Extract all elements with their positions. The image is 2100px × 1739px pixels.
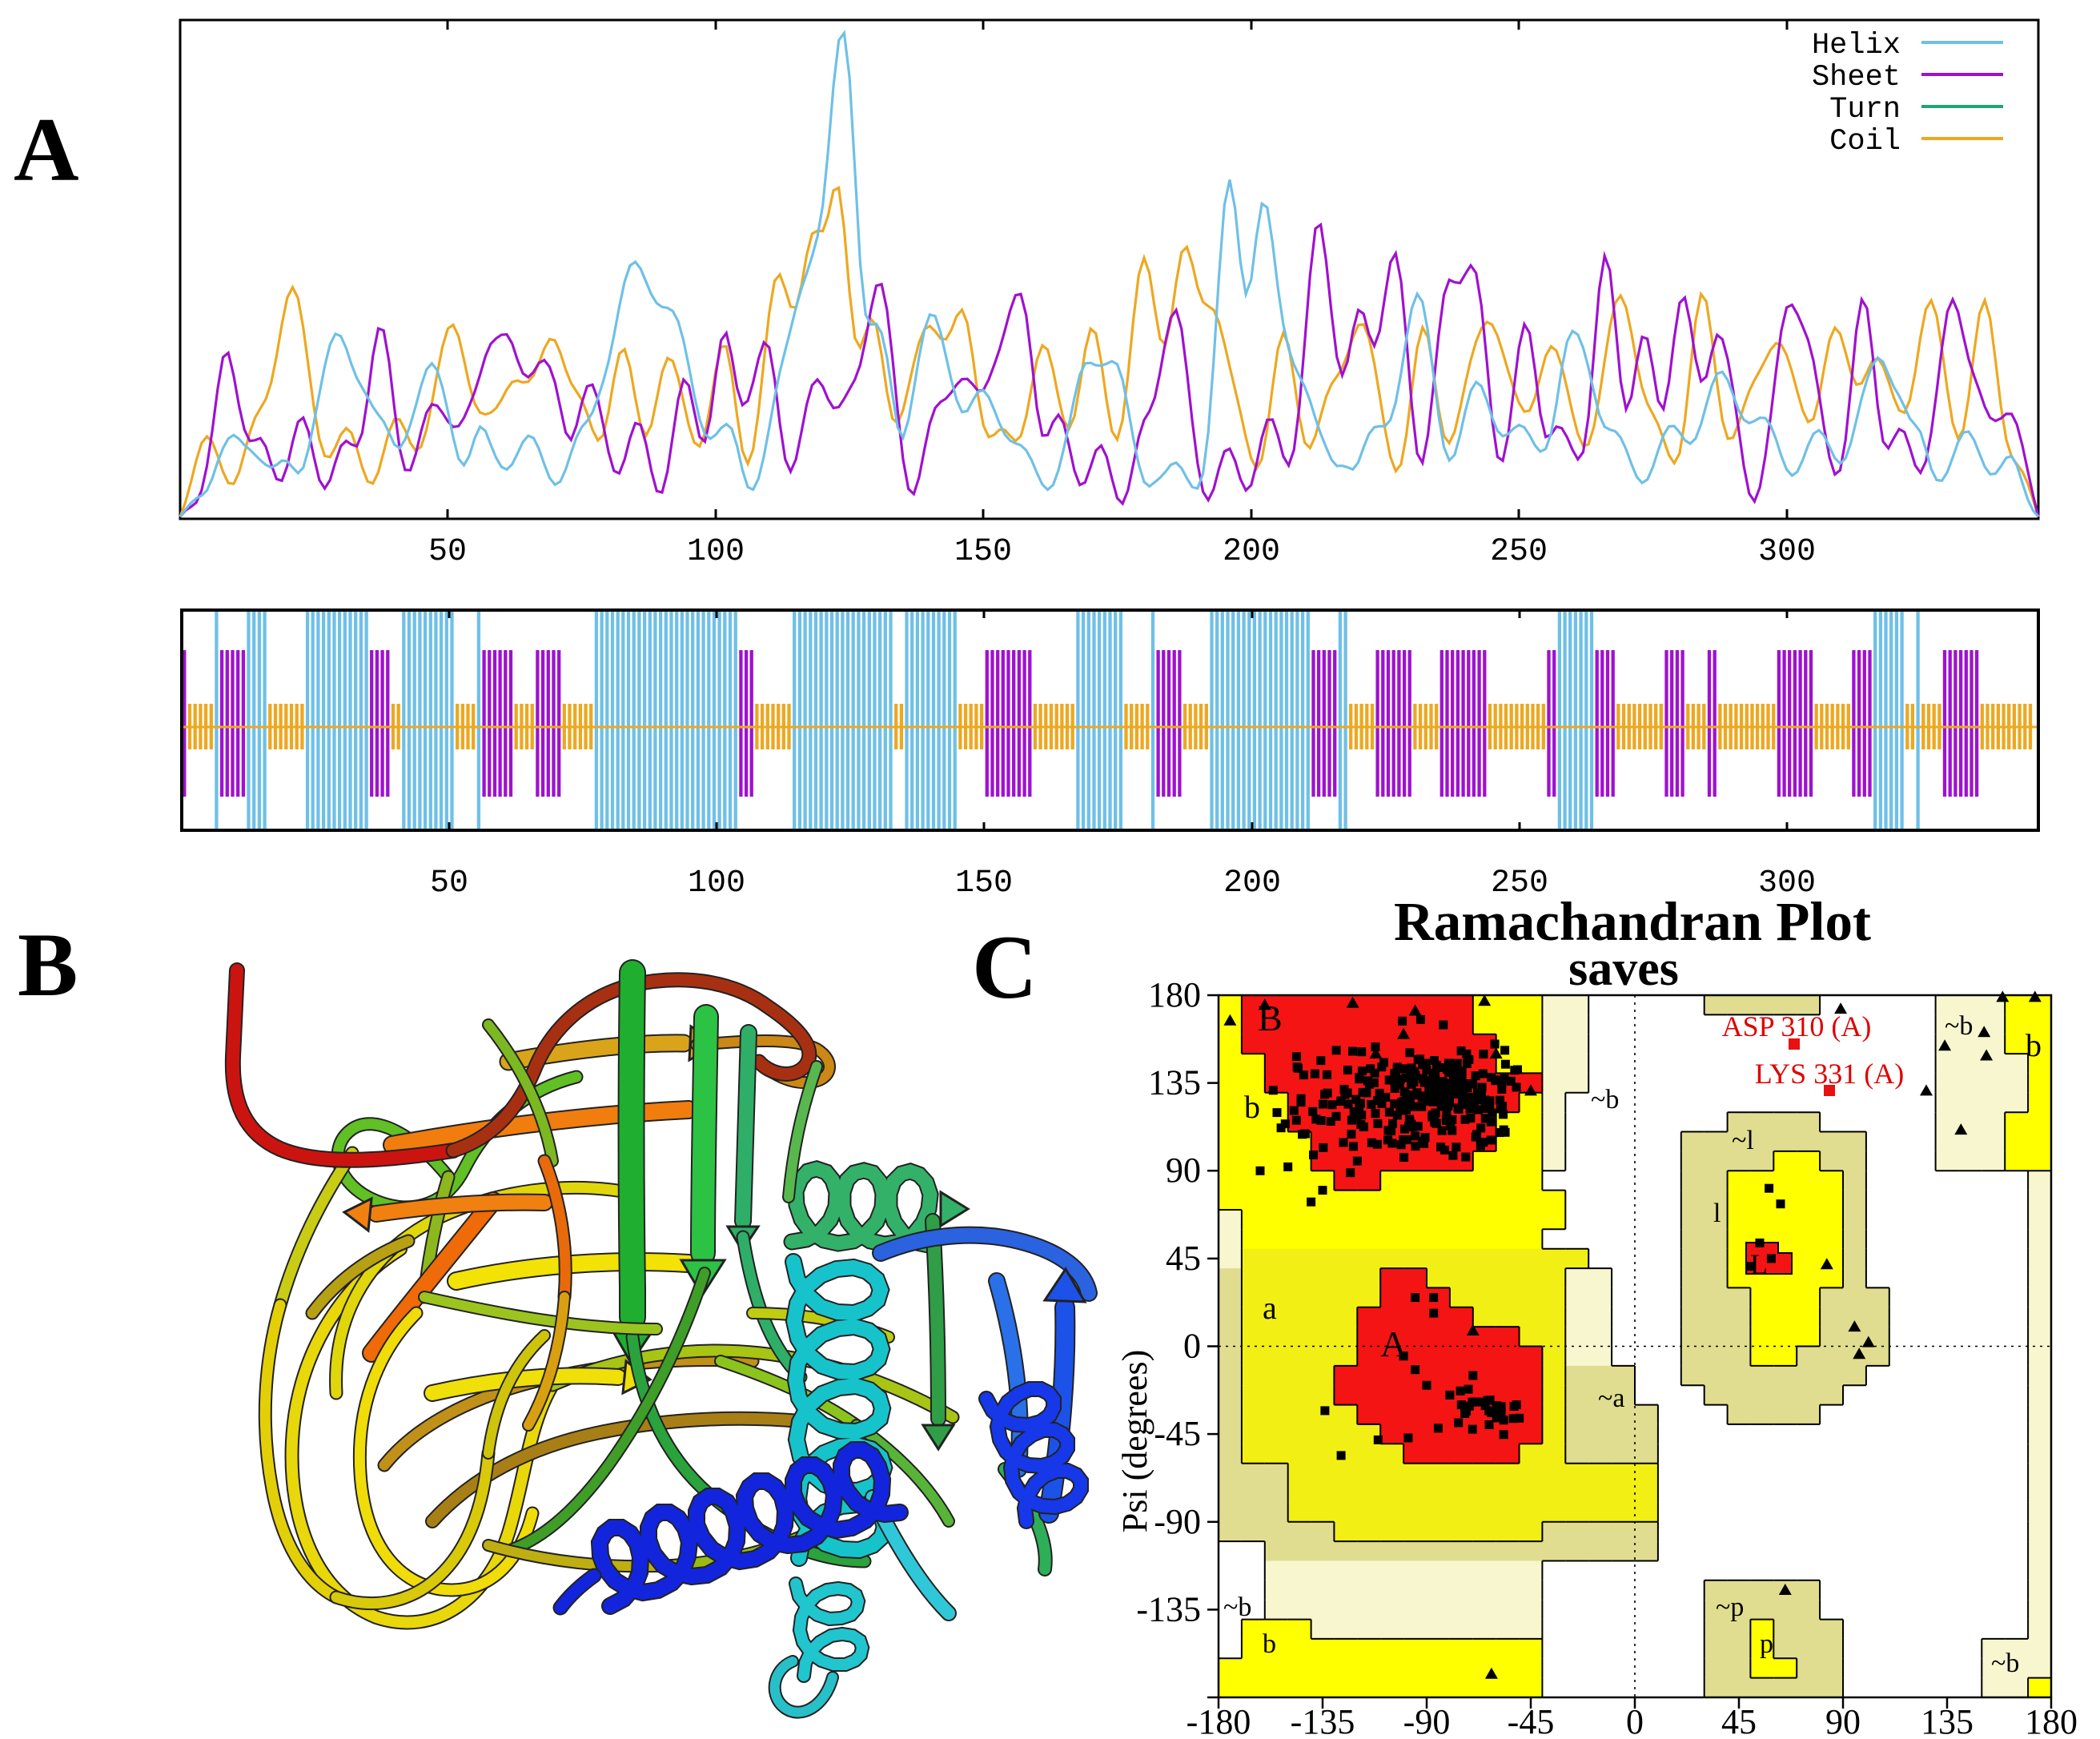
svg-text:50: 50 <box>428 534 467 570</box>
svg-text:b: b <box>1263 1629 1276 1659</box>
svg-text:150: 150 <box>954 534 1012 570</box>
svg-text:50: 50 <box>430 865 468 902</box>
svg-text:Coil: Coil <box>1829 125 1901 159</box>
svg-text:-135: -135 <box>1136 1589 1201 1629</box>
svg-text:-90: -90 <box>1403 1702 1451 1739</box>
svg-text:l: l <box>1713 1199 1721 1228</box>
svg-text:300: 300 <box>1758 865 1816 902</box>
svg-text:Sheet: Sheet <box>1812 61 1901 94</box>
svg-text:250: 250 <box>1491 865 1548 902</box>
svg-text:b: b <box>2026 1027 2042 1063</box>
svg-text:Turn: Turn <box>1829 93 1901 127</box>
svg-text:150: 150 <box>955 865 1013 902</box>
svg-text:B: B <box>18 915 78 1015</box>
svg-text:-90: -90 <box>1154 1502 1201 1541</box>
svg-text:45: 45 <box>1721 1702 1757 1739</box>
svg-text:a: a <box>1263 1290 1277 1326</box>
svg-text:-45: -45 <box>1154 1414 1201 1453</box>
svg-text:LYS 331 (A): LYS 331 (A) <box>1755 1058 1904 1090</box>
svg-text:180: 180 <box>2025 1702 2078 1739</box>
svg-text:135: 135 <box>1921 1702 1974 1739</box>
svg-text:Psi (degrees): Psi (degrees) <box>1115 1350 1154 1533</box>
svg-text:200: 200 <box>1223 534 1280 570</box>
svg-text:200: 200 <box>1223 865 1281 902</box>
svg-text:100: 100 <box>687 534 745 570</box>
svg-text:p: p <box>1760 1629 1773 1659</box>
svg-text:L: L <box>1750 1248 1768 1280</box>
svg-text:~l: ~l <box>1732 1126 1754 1155</box>
svg-text:C: C <box>972 918 1038 1018</box>
svg-text:ASP 310 (A): ASP 310 (A) <box>1722 1010 1872 1042</box>
svg-text:300: 300 <box>1758 534 1816 570</box>
svg-text:~a: ~a <box>1598 1384 1625 1413</box>
svg-text:~b: ~b <box>1991 1649 2019 1678</box>
svg-text:~p: ~p <box>1716 1592 1744 1622</box>
svg-text:~b: ~b <box>1223 1592 1251 1622</box>
svg-text:~b: ~b <box>1591 1085 1619 1114</box>
svg-text:45: 45 <box>1166 1239 1201 1278</box>
svg-text:-45: -45 <box>1508 1702 1555 1739</box>
svg-text:Ramachandran Plot: Ramachandran Plot <box>1394 891 1871 952</box>
svg-text:90: 90 <box>1825 1702 1861 1739</box>
svg-text:-135: -135 <box>1291 1702 1355 1739</box>
svg-text:b: b <box>1244 1089 1260 1125</box>
svg-text:~b: ~b <box>1945 1011 1973 1041</box>
svg-text:100: 100 <box>688 865 745 902</box>
svg-text:135: 135 <box>1148 1063 1201 1102</box>
svg-text:saves: saves <box>1568 942 1679 996</box>
svg-text:-180: -180 <box>1187 1702 1251 1739</box>
svg-text:Helix: Helix <box>1812 29 1901 62</box>
svg-text:180: 180 <box>1148 975 1201 1014</box>
svg-text:A: A <box>14 100 79 200</box>
svg-text:90: 90 <box>1166 1151 1201 1190</box>
svg-text:250: 250 <box>1490 534 1548 570</box>
svg-text:0: 0 <box>1626 1702 1644 1739</box>
svg-text:0: 0 <box>1183 1327 1201 1366</box>
